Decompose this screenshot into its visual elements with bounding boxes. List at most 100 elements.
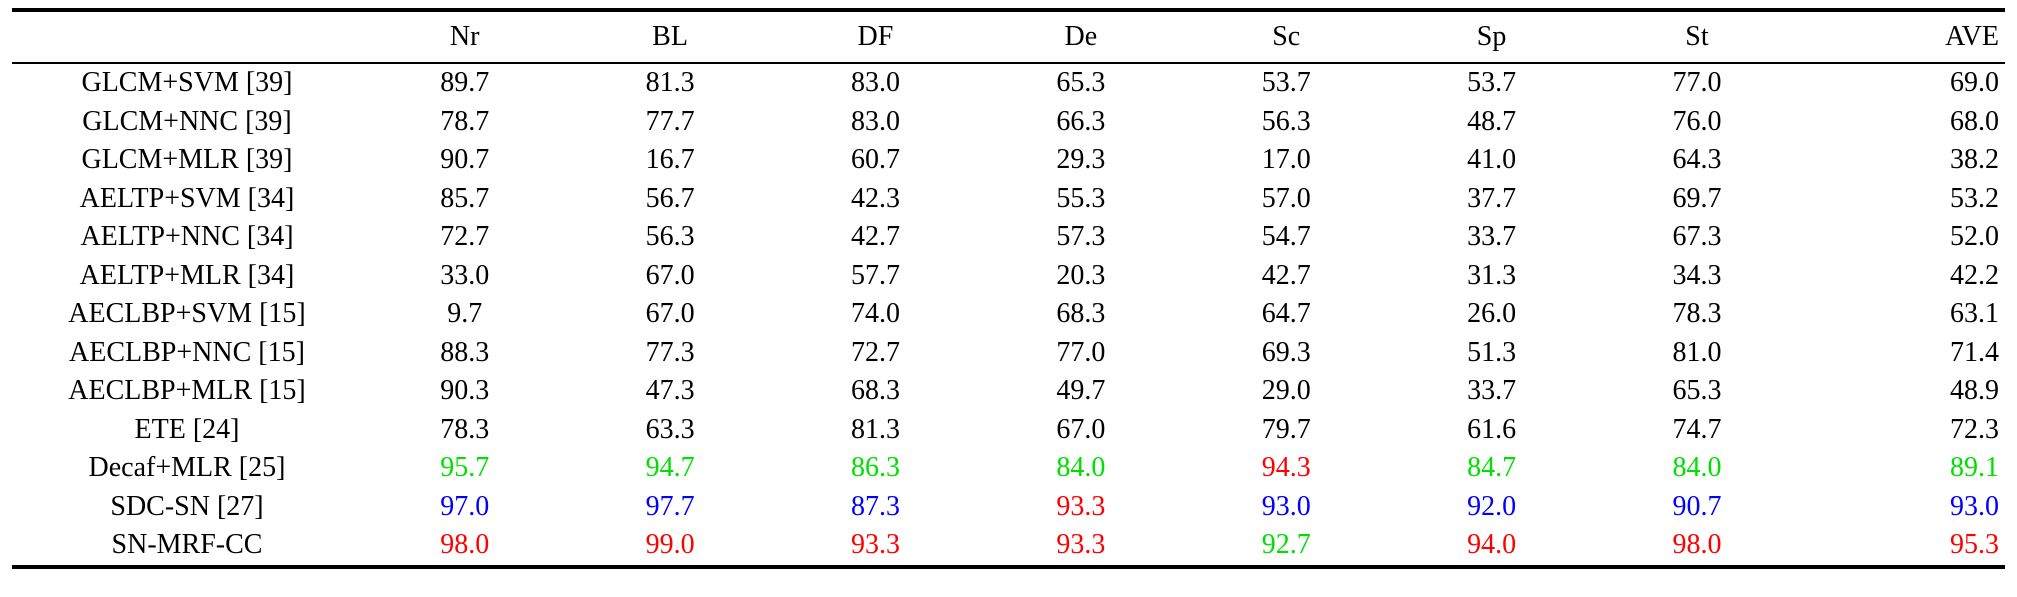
value-cell: 94.7 bbox=[645, 452, 695, 483]
header-sp: Sp bbox=[1388, 8, 1595, 64]
header-df: DF bbox=[772, 8, 979, 64]
table-row: ETE [24] 78.3 63.3 81.3 67.0 79.7 61.6 74.7 72.3 bbox=[12, 411, 2005, 450]
value-cell: 72.3 bbox=[1950, 413, 1999, 445]
value-cell: 77.0 bbox=[1672, 67, 1722, 98]
table-body: GLCM+SVM [39] 89.7 81.3 83.0 65.3 53.7 53.7 77.… bbox=[12, 63, 2005, 569]
value-cell: 85.7 bbox=[440, 182, 490, 214]
value-cell: 68.0 bbox=[1950, 105, 1999, 137]
value-cell: 37.7 bbox=[1467, 182, 1517, 214]
value-cell: 78.3 bbox=[1672, 298, 1722, 329]
value-cell: 53.7 bbox=[1261, 67, 1311, 98]
value-cell: 95.3 bbox=[1799, 526, 2005, 569]
value-cell: 84.0 bbox=[1672, 452, 1722, 483]
value-cell: 67.0 bbox=[1056, 413, 1106, 445]
value-cell: 67.0 bbox=[645, 259, 695, 291]
value-cell: 69.7 bbox=[1672, 182, 1722, 214]
value-cell: 53.2 bbox=[1950, 182, 1999, 214]
table-row: AELTP+SVM [34] 85.7 56.7 42.3 55.3 57.0 37.7 69… bbox=[12, 180, 2005, 219]
method-cell: AECLBP+SVM [15] bbox=[68, 298, 306, 329]
method-cell: AECLBP+NNC [15] bbox=[69, 336, 305, 368]
value-cell: 93.0 bbox=[1950, 490, 1999, 522]
value-cell: 81.3 bbox=[645, 67, 695, 98]
value-cell: 57.0 bbox=[1261, 182, 1311, 214]
value-cell: 77.0 bbox=[1056, 336, 1106, 368]
value-cell: 52.0 bbox=[1950, 221, 1999, 252]
value-cell: 16.7 bbox=[645, 144, 695, 175]
value-cell: 57.7 bbox=[850, 259, 900, 291]
value-cell: 33.0 bbox=[440, 259, 490, 291]
method-cell: Decaf+MLR [25] bbox=[88, 452, 286, 483]
table-row: SN-MRF-CC 98.0 99.0 93.3 93.3 92.7 94.0 98.0 95.… bbox=[12, 526, 2005, 569]
value-cell: 98.0 bbox=[1594, 526, 1800, 569]
value-cell: 56.7 bbox=[645, 182, 695, 214]
value-cell: 93.3 bbox=[1056, 490, 1106, 522]
value-cell: 31.3 bbox=[1467, 259, 1517, 291]
header-st: St bbox=[1594, 8, 1800, 64]
header-de: De bbox=[978, 8, 1184, 64]
value-cell: 74.0 bbox=[850, 298, 900, 329]
value-cell: 29.0 bbox=[1261, 375, 1311, 406]
value-cell: 76.0 bbox=[1672, 105, 1722, 137]
value-cell: 94.3 bbox=[1261, 452, 1311, 483]
value-cell: 68.3 bbox=[850, 375, 900, 406]
value-cell: 98.0 bbox=[362, 526, 568, 569]
table-row: SDC-SN [27] 97.0 97.7 87.3 93.3 93.0 92.0 90.7 9… bbox=[12, 488, 2005, 527]
value-cell: 42.7 bbox=[1261, 259, 1311, 291]
value-cell: 64.3 bbox=[1672, 144, 1722, 175]
method-cell: AECLBP+MLR [15] bbox=[68, 375, 306, 406]
value-cell: 42.2 bbox=[1950, 259, 1999, 291]
value-cell: 63.1 bbox=[1950, 298, 1999, 329]
value-cell: 93.3 bbox=[978, 526, 1184, 569]
value-cell: 88.3 bbox=[440, 336, 490, 368]
value-cell: 84.7 bbox=[1467, 452, 1517, 483]
value-cell: 33.7 bbox=[1467, 221, 1517, 252]
method-cell: AELTP+NNC [34] bbox=[80, 221, 294, 252]
value-cell: 93.0 bbox=[1261, 490, 1311, 522]
table-row: AECLBP+NNC [15] 88.3 77.3 72.7 77.0 69.3 51.3 8… bbox=[12, 334, 2005, 373]
value-cell: 42.3 bbox=[850, 182, 900, 214]
value-cell: 81.0 bbox=[1672, 336, 1722, 368]
table-row: GLCM+MLR [39] 90.7 16.7 60.7 29.3 17.0 41.0 64.… bbox=[12, 141, 2005, 180]
method-cell: SDC-SN [27] bbox=[110, 490, 264, 522]
results-table: Nr BL DF De Sc Sp St AVE GLCM+SVM [39] 89… bbox=[12, 8, 2005, 569]
results-table-container: Nr BL DF De Sc Sp St AVE GLCM+SVM [39] 89… bbox=[12, 8, 2005, 569]
method-cell: AELTP+MLR [34] bbox=[79, 259, 295, 291]
table-row: AELTP+NNC [34] 72.7 56.3 42.7 57.3 54.7 33.7 67… bbox=[12, 218, 2005, 257]
value-cell: 90.3 bbox=[440, 375, 490, 406]
value-cell: 56.3 bbox=[1261, 105, 1311, 137]
value-cell: 89.7 bbox=[440, 67, 490, 98]
value-cell: 90.7 bbox=[440, 144, 490, 175]
value-cell: 47.3 bbox=[645, 375, 695, 406]
table-row: Decaf+MLR [25] 95.7 94.7 86.3 84.0 94.3 84.7 84… bbox=[12, 449, 2005, 488]
value-cell: 51.3 bbox=[1467, 336, 1517, 368]
value-cell: 41.0 bbox=[1467, 144, 1517, 175]
header-sc: Sc bbox=[1183, 8, 1389, 64]
value-cell: 26.0 bbox=[1467, 298, 1517, 329]
value-cell: 95.7 bbox=[440, 452, 490, 483]
header-row: Nr BL DF De Sc Sp St AVE bbox=[12, 8, 2005, 64]
value-cell: 65.3 bbox=[1672, 375, 1722, 406]
value-cell: 67.3 bbox=[1672, 221, 1722, 252]
value-cell: 33.7 bbox=[1467, 375, 1517, 406]
header-bl: BL bbox=[567, 8, 773, 64]
header-ave: AVE bbox=[1799, 8, 2005, 64]
value-cell: 38.2 bbox=[1950, 144, 1999, 175]
value-cell: 72.7 bbox=[440, 221, 490, 252]
value-cell: 86.3 bbox=[850, 452, 900, 483]
table-row: AECLBP+MLR [15] 90.3 47.3 68.3 49.7 29.0 33.7 6… bbox=[12, 372, 2005, 411]
value-cell: 65.3 bbox=[1056, 67, 1106, 98]
value-cell: 83.0 bbox=[850, 105, 900, 137]
value-cell: 93.3 bbox=[772, 526, 979, 569]
table-row: AECLBP+SVM [15] 9.7 67.0 74.0 68.3 64.7 26.0 78… bbox=[12, 295, 2005, 334]
method-cell: ETE [24] bbox=[134, 413, 240, 445]
value-cell: 29.3 bbox=[1056, 144, 1106, 175]
value-cell: 78.7 bbox=[440, 105, 490, 137]
value-cell: 61.6 bbox=[1467, 413, 1517, 445]
value-cell: 90.7 bbox=[1672, 490, 1722, 522]
table-row: GLCM+NNC [39] 78.7 77.7 83.0 66.3 56.3 48.7 76.… bbox=[12, 103, 2005, 142]
header-method bbox=[12, 8, 362, 64]
value-cell: 97.7 bbox=[645, 490, 695, 522]
value-cell: 20.3 bbox=[1056, 259, 1106, 291]
value-cell: 87.3 bbox=[850, 490, 900, 522]
value-cell: 68.3 bbox=[1056, 298, 1106, 329]
